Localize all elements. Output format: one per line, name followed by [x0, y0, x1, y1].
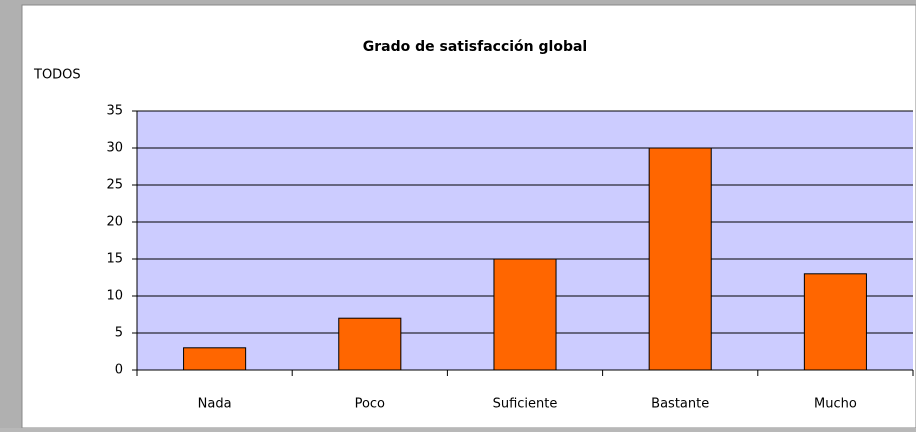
y-tick-label: 10 [106, 289, 123, 304]
bar [803, 273, 867, 371]
chart-title: Grado de satisfacción global [363, 39, 587, 55]
y-tick-label: 30 [106, 141, 123, 156]
x-tick-label: Poco [355, 397, 385, 412]
bar [493, 258, 557, 371]
bar [338, 317, 402, 371]
x-tick-label: Mucho [814, 397, 857, 412]
y-tick-label: 5 [115, 326, 123, 341]
chart-subtitle: TODOS [33, 68, 81, 83]
y-tick-label: 35 [106, 104, 123, 119]
y-tick-label: 20 [106, 215, 123, 230]
y-tick-label: 15 [106, 252, 123, 267]
y-tick-label: 0 [115, 363, 123, 378]
x-tick-label: Nada [198, 397, 232, 412]
bar [648, 147, 712, 371]
x-tick-label: Suficiente [493, 397, 558, 412]
bar [183, 347, 247, 371]
x-tick-label: Bastante [651, 397, 709, 412]
y-tick-label: 25 [106, 178, 123, 193]
